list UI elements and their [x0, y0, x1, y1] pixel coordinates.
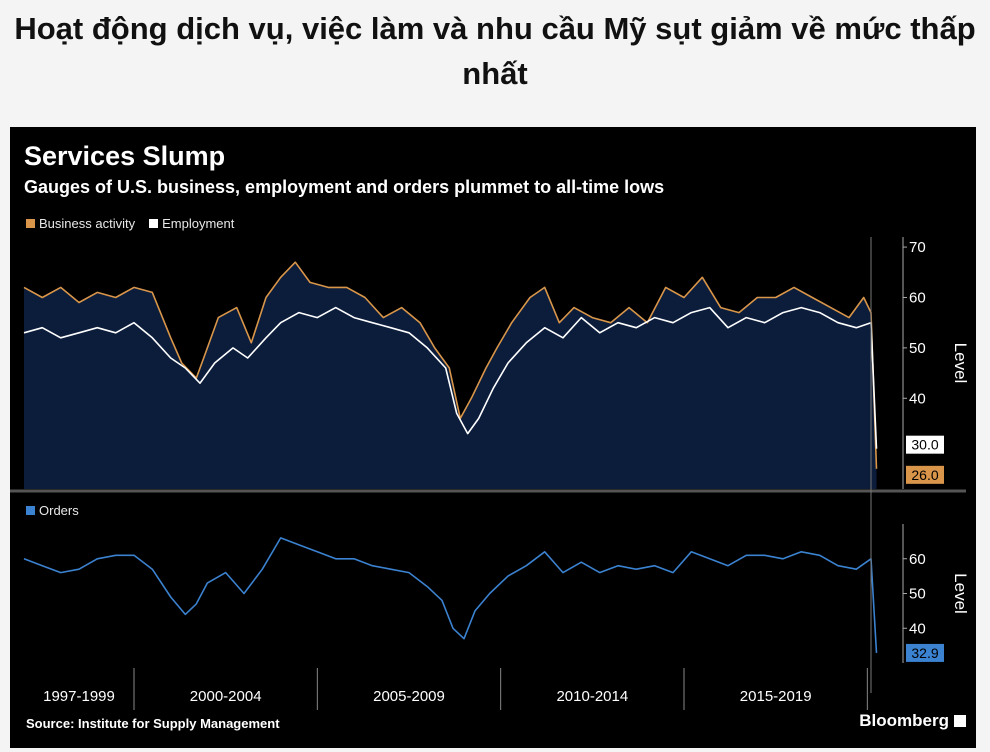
y-tick-label: 40 — [909, 390, 926, 407]
y-axis-title: Level — [951, 573, 970, 614]
last-value-badge — [906, 465, 944, 484]
last-value-label: 26.0 — [911, 467, 938, 483]
bloomberg-logo-icon — [954, 715, 966, 727]
last-value-badge — [906, 643, 944, 662]
chart-title: Services Slump — [24, 141, 226, 171]
legend-label-orders: Orders — [39, 503, 79, 518]
x-tick-label: 2000-2004 — [190, 688, 262, 705]
brand-name: Bloomberg — [859, 711, 949, 730]
x-tick-label: 2005-2009 — [373, 688, 445, 705]
source-note: Source: Institute for Supply Management — [26, 716, 280, 731]
top-chart-legend: Business activity Employment — [26, 216, 234, 231]
article-headline: Hoạt động dịch vụ, việc làm và nhu cầu M… — [14, 11, 976, 91]
series-line-employment — [23, 306, 878, 449]
legend-swatch-employment — [149, 219, 159, 228]
x-tick-label: 2015-2019 — [740, 688, 812, 705]
x-tick-label: 1997-1999 — [43, 688, 115, 705]
series-line-business-activity — [23, 261, 878, 469]
y-tick-label: 50 — [909, 340, 926, 357]
bottom-chart-legend: Orders — [26, 503, 79, 518]
y-tick-label: 70 — [909, 239, 926, 256]
legend-item-employment: Employment — [149, 216, 234, 231]
y-tick-label: 50 — [909, 586, 926, 603]
chart-subtitle: Gauges of U.S. business, employment and … — [24, 177, 665, 197]
chart-panel: Services Slump Gauges of U.S. business, … — [10, 127, 976, 748]
series-line-orders — [23, 537, 878, 653]
x-tick-label: 2010-2014 — [556, 688, 628, 705]
y-axis-title: Level — [951, 343, 970, 384]
last-value-label: 32.9 — [911, 645, 938, 661]
last-value-label: 30.0 — [911, 437, 938, 453]
legend-swatch-business-activity — [26, 219, 35, 228]
last-value-badge — [906, 435, 944, 454]
legend-item-orders: Orders — [26, 503, 79, 518]
chart-canvas: 40 50 60 70 Level 26.0 30.0 40 50 60 Level 32.9 1997… — [10, 237, 970, 710]
legend-item-business-activity: Business activity — [26, 216, 135, 231]
y-tick-label: 60 — [909, 551, 926, 568]
y-tick-label: 60 — [909, 289, 926, 306]
legend-label-business-activity: Business activity — [39, 216, 136, 231]
legend-swatch-orders — [26, 506, 35, 515]
legend-label-employment: Employment — [162, 216, 235, 231]
y-tick-label: 40 — [909, 620, 926, 637]
brand-mark: Bloomberg — [859, 711, 966, 731]
